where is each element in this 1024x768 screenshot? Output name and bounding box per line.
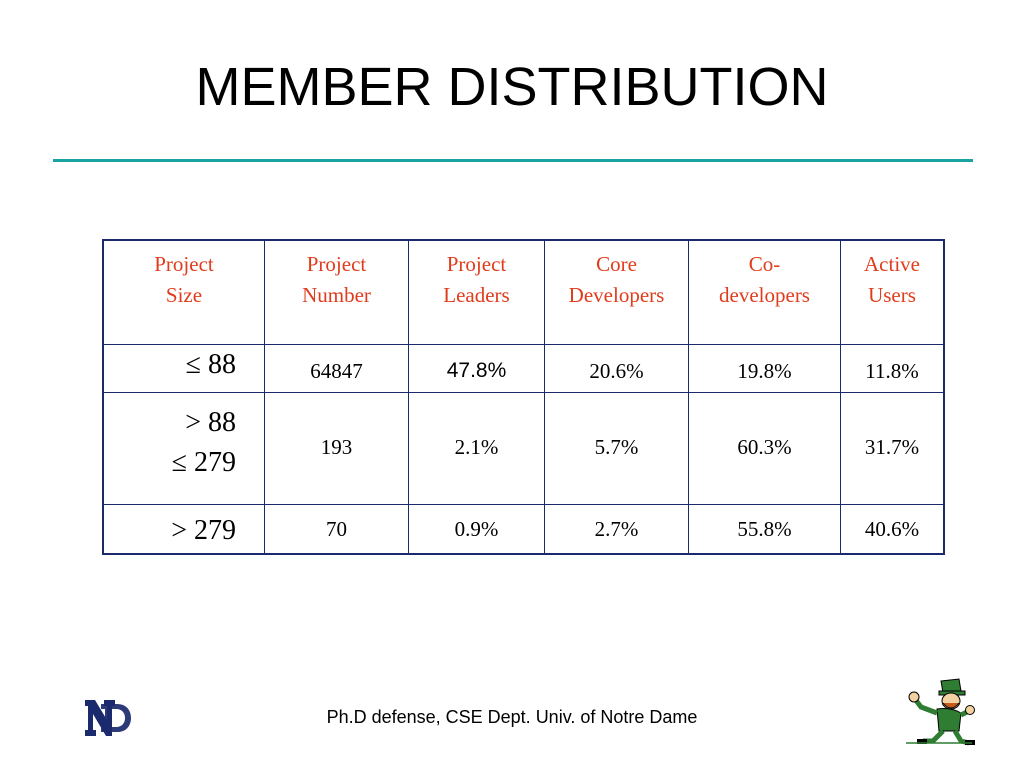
header-project-size: Project Size [102,239,265,345]
title-divider [53,159,973,162]
header-line: Project [446,252,507,276]
project-leaders-cell: 47.8% [408,343,545,393]
project-size-cell: > 279 [102,503,265,555]
header-co-developers: Co-developers [688,239,841,345]
header-line: Users [868,283,916,307]
header-active-users: Active Users [840,239,945,345]
active-users-cell: 11.8% [840,343,945,393]
project-size-cell: ≤ 88 [102,343,265,393]
header-line: Leaders [443,283,510,307]
table-header-row: Project Size Project Number Project Leaders… [102,239,945,345]
size-range-upper: ≤ 279 [171,446,236,478]
project-leaders-cell: 0.9% [408,503,545,555]
slide-footer: Ph.D defense, CSE Dept. Univ. of Notre D… [326,707,698,727]
member-distribution-table: Project Size Project Number Project Leaders… [102,239,945,555]
header-line: Active [864,252,920,276]
project-number-cell: 193 [264,391,409,505]
size-range-lower: > 88 [185,406,236,438]
header-core-developers: Core Developers [544,239,689,345]
header-line: Size [165,283,203,307]
co-developers-cell: 55.8% [688,503,841,555]
header-line: developers [719,283,810,307]
project-number-cell: 70 [264,503,409,555]
header-line: Number [302,283,371,307]
co-developers-cell: 19.8% [688,343,841,393]
core-developers-cell: 5.7% [544,391,689,505]
project-leaders-cell: 2.1% [408,391,545,505]
header-line: Project [154,252,214,276]
table-row: > 88 ≤ 279 193 2.1% 5.7% 60.3% 31.7% [102,391,945,505]
active-users-cell: 40.6% [840,503,945,555]
slide-title: MEMBER DISTRIBUTION [195,57,829,117]
table-row: > 279 70 0.9% 2.7% 55.8% 40.6% [102,503,945,555]
notre-dame-logo [85,700,131,736]
header-line: Project [306,252,367,276]
header-project-number: Project Number [264,239,409,345]
header-project-leaders: Project Leaders [408,239,545,345]
project-size-cell: > 88 ≤ 279 [102,391,265,505]
header-line: Core [596,252,637,276]
co-developers-cell: 60.3% [688,391,841,505]
core-developers-cell: 20.6% [544,343,689,393]
header-line: Developers [568,283,665,307]
active-users-cell: 31.7% [840,391,945,505]
header-line: Co- [748,252,781,276]
leprechaun-mascot-logo [906,678,975,746]
table-row: ≤ 88 64847 47.8% 20.6% 19.8% 11.8% [102,343,945,393]
project-number-cell: 64847 [264,343,409,393]
core-developers-cell: 2.7% [544,503,689,555]
